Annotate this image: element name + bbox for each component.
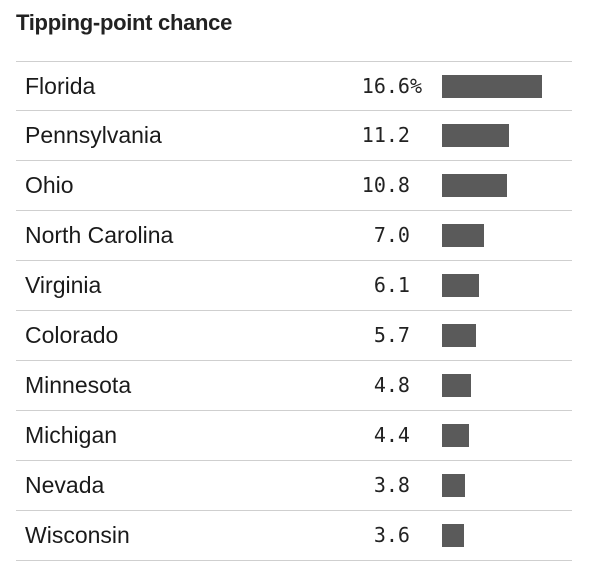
tipping-point-table: Florida 16.6% Pennsylvania 11.2 Ohio 10.8 No…	[16, 61, 572, 561]
table-row: Ohio 10.8	[16, 161, 572, 211]
state-label: Wisconsin	[25, 522, 130, 548]
value-label: 3.6	[373, 523, 422, 547]
value-bar	[442, 274, 479, 297]
value-bar	[442, 324, 476, 347]
state-label: Virginia	[25, 272, 102, 298]
value-label: 4.8	[373, 373, 422, 397]
state-label: Florida	[25, 73, 96, 99]
state-label: Pennsylvania	[25, 122, 162, 148]
value-bar	[442, 75, 542, 98]
value-bar	[442, 424, 469, 447]
table-row: Nevada 3.8	[16, 461, 572, 511]
value-label: 5.7	[373, 323, 422, 347]
value-label: 10.8	[361, 173, 422, 197]
table-row: Minnesota 4.8	[16, 361, 572, 411]
table-row: Michigan 4.4	[16, 411, 572, 461]
table-row: Pennsylvania 11.2	[16, 111, 572, 161]
value-label: 7.0	[373, 223, 422, 247]
state-label: Nevada	[25, 472, 105, 498]
value-bar	[442, 174, 507, 197]
value-bar	[442, 374, 471, 397]
table-row: Virginia 6.1	[16, 261, 572, 311]
value-bar	[442, 524, 464, 547]
state-label: Michigan	[25, 422, 118, 448]
state-label: Colorado	[25, 322, 119, 348]
value-label: 4.4	[373, 423, 422, 447]
table-row: Colorado 5.7	[16, 311, 572, 361]
value-bar	[442, 124, 509, 147]
value-bar	[442, 474, 465, 497]
value-label: 3.8	[373, 473, 422, 497]
table-row: North Carolina 7.0	[16, 211, 572, 261]
value-label: 16.6%	[361, 74, 422, 98]
state-label: North Carolina	[25, 222, 174, 248]
state-label: Ohio	[25, 172, 74, 198]
value-label: 6.1	[373, 273, 422, 297]
table-row: Florida 16.6%	[16, 61, 572, 111]
value-label: 11.2	[361, 123, 422, 147]
state-label: Minnesota	[25, 372, 132, 398]
value-bar	[442, 224, 484, 247]
table-row: Wisconsin 3.6	[16, 511, 572, 561]
chart-title: Tipping-point chance	[16, 10, 233, 35]
